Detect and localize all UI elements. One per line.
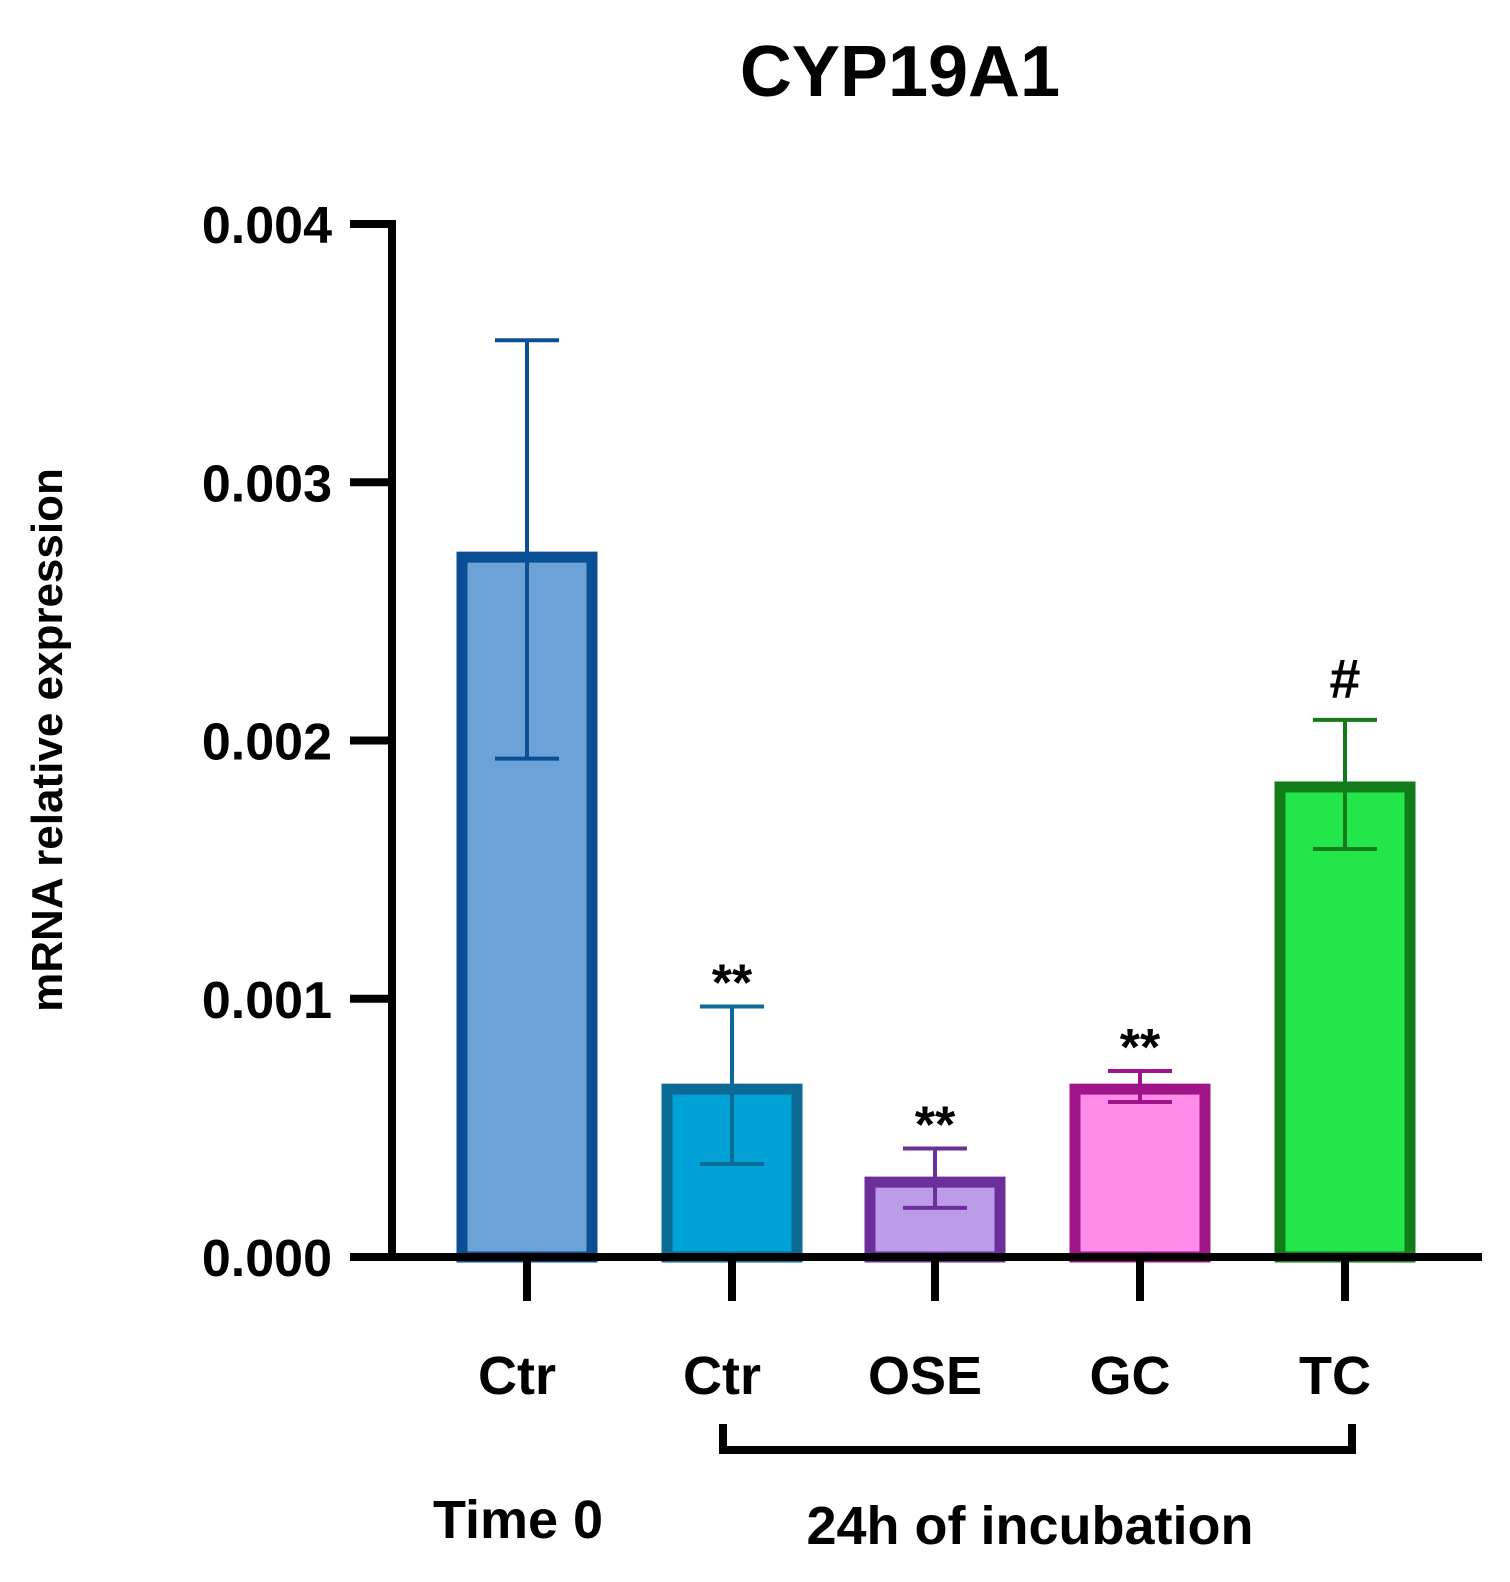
significance-annotation-1: ** xyxy=(712,954,753,1012)
y-tick-label-4: 0.004 xyxy=(202,197,332,255)
error-bar-1 xyxy=(700,1004,764,1167)
bar-3 xyxy=(1069,1083,1211,1263)
y-tick-label-2: 0.002 xyxy=(202,714,332,772)
group-label-24h: 24h of incubation xyxy=(806,1496,1253,1556)
error-bar-4 xyxy=(1313,717,1377,851)
significance-annotation-2: ** xyxy=(915,1097,956,1155)
x-tick-label-2: OSE xyxy=(868,1346,982,1406)
bar-4 xyxy=(1274,781,1416,1263)
error-bar-2 xyxy=(903,1146,967,1210)
x-tick-label-4: TC xyxy=(1299,1346,1371,1406)
x-tick-label-1: Ctr xyxy=(683,1346,761,1406)
error-bar-3 xyxy=(1108,1069,1172,1105)
chart-title: CYP19A1 xyxy=(740,32,1060,112)
y-tick-label-0: 0.000 xyxy=(202,1230,332,1288)
x-tick-label-3: GC xyxy=(1090,1346,1171,1406)
group-label-time-0: Time 0 xyxy=(433,1490,603,1550)
significance-annotation-4: # xyxy=(1329,647,1360,710)
y-axis-label: mRNA relative expression xyxy=(23,468,72,1012)
significance-annotation-3: ** xyxy=(1120,1019,1161,1077)
y-tick-label-1: 0.001 xyxy=(202,972,332,1030)
group-bracket xyxy=(719,1424,1356,1454)
error-bar-0 xyxy=(495,338,559,761)
x-tick-label-0: Ctr xyxy=(478,1346,556,1406)
y-tick-label-3: 0.003 xyxy=(202,455,332,513)
